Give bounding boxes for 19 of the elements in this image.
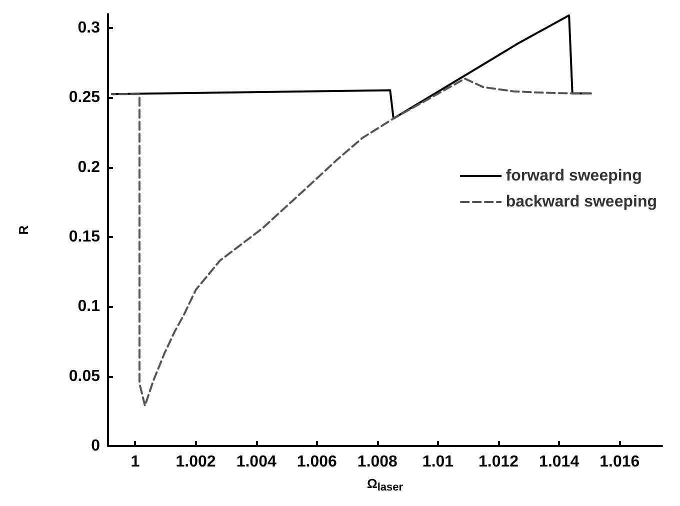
y-tick-label: 0.25: [68, 89, 100, 106]
x-tick-label: 1.004: [236, 454, 276, 470]
y-tick-label: 0.2: [78, 158, 100, 176]
x-tick-label: 1.012: [478, 454, 519, 470]
x-tick-label: 1.006: [296, 454, 337, 470]
y-tick-label: 0: [91, 438, 100, 454]
x-tick-label: 1.016: [600, 454, 640, 470]
y-tick-label: 0.1: [78, 298, 100, 316]
y-tick-label: 0.3: [78, 19, 100, 36]
y-tick-label: 0.05: [68, 368, 100, 385]
y-axis-title: R: [16, 224, 31, 235]
x-tick-label: 1: [130, 454, 140, 470]
y-tick-label: 0.15: [68, 228, 100, 246]
legend-label: backward sweeping: [506, 194, 658, 210]
legend-label: forward sweeping: [506, 168, 642, 184]
x-tick-label: 1.01: [422, 454, 454, 470]
x-tick-label: 1.002: [176, 454, 216, 470]
x-tick-label: 1.008: [357, 454, 398, 470]
x-tick-label: 1.014: [539, 454, 580, 470]
